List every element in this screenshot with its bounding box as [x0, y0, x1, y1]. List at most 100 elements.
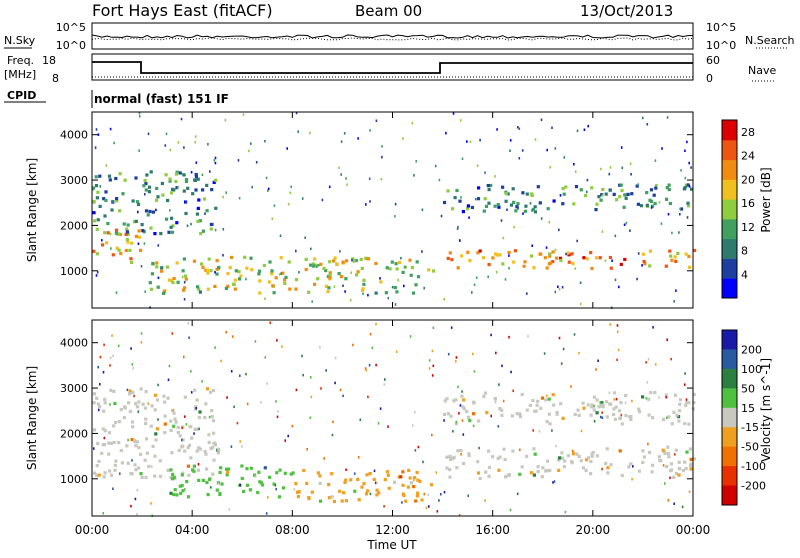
heatmap-cell [199, 232, 203, 236]
heatmap-cell [677, 460, 681, 464]
heatmap-cell [666, 338, 668, 341]
heatmap-cell [157, 418, 159, 421]
heatmap-cell [99, 185, 102, 188]
heatmap-cell [497, 468, 501, 472]
heatmap-cell [653, 391, 657, 395]
heatmap-cell [170, 216, 174, 220]
heatmap-cell [245, 266, 249, 270]
heatmap-cell [675, 413, 679, 417]
heatmap-cell [193, 178, 197, 182]
heatmap-cell [395, 350, 398, 353]
heatmap-cell [678, 231, 680, 234]
heatmap-cell [487, 275, 489, 279]
heatmap-cell [624, 401, 627, 405]
heatmap-cell [472, 401, 476, 405]
heatmap-cell [96, 441, 100, 446]
heatmap-cell [173, 417, 177, 421]
heatmap-cell [496, 203, 500, 207]
heatmap-cell [197, 287, 201, 291]
heatmap-cell [172, 492, 176, 497]
heatmap-cell [143, 179, 147, 183]
heatmap-cell [677, 409, 681, 413]
heatmap-cell [166, 396, 170, 400]
heatmap-cell [678, 207, 681, 211]
heatmap-cell [589, 251, 593, 255]
heatmap-cell [117, 232, 121, 236]
heatmap-cell [528, 403, 532, 407]
heatmap-cell [183, 449, 187, 453]
heatmap-cell [538, 252, 542, 256]
heatmap-cell [423, 492, 426, 496]
heatmap-cell [563, 459, 567, 463]
heatmap-cell [586, 178, 589, 182]
heatmap-cell [340, 275, 344, 279]
heatmap-cell [263, 466, 267, 470]
heatmap-cell [674, 471, 678, 476]
heatmap-cell [453, 196, 457, 200]
heatmap-cell [279, 234, 282, 237]
heatmap-cell [97, 459, 101, 463]
heatmap-cell [690, 187, 694, 191]
heatmap-cell [572, 202, 576, 206]
heatmap-cell [679, 213, 681, 216]
heatmap-cell [317, 264, 320, 267]
heatmap-cell [150, 272, 154, 276]
heatmap-cell [401, 270, 405, 274]
heatmap-cell [388, 267, 392, 271]
heatmap-cell [386, 473, 390, 477]
heatmap-cell [440, 214, 443, 218]
heatmap-cell [104, 190, 108, 194]
heatmap-cell [520, 465, 524, 469]
heatmap-cell [224, 286, 228, 290]
heatmap-cell [296, 495, 300, 499]
heatmap-cell [230, 255, 234, 259]
heatmap-cell [103, 231, 107, 235]
heatmap-cell [185, 423, 188, 426]
heatmap-cell [274, 484, 277, 487]
heatmap-cell [554, 290, 557, 294]
heatmap-cell [184, 178, 189, 182]
colorbar-swatch [722, 139, 737, 161]
beam-label: Beam 00 [355, 2, 422, 20]
heatmap-cell [272, 291, 276, 295]
heatmap-cell [174, 172, 178, 176]
heatmap-cell [686, 140, 688, 144]
heatmap-cell [138, 115, 141, 118]
heatmap-cell [93, 447, 95, 450]
heatmap-cell [212, 458, 216, 462]
heatmap-cell [645, 397, 648, 400]
heatmap-cell [544, 398, 548, 402]
heatmap-cell [324, 269, 328, 273]
heatmap-cell [130, 420, 135, 424]
heatmap-cell [414, 411, 416, 414]
heatmap-cell [566, 251, 570, 255]
heatmap-cell [191, 468, 195, 472]
heatmap-cell [416, 275, 421, 279]
heatmap-cell [212, 442, 214, 445]
heatmap-cell [237, 277, 242, 281]
heatmap-cell [134, 234, 138, 238]
heatmap-cell [220, 359, 222, 363]
heatmap-cell [559, 194, 562, 197]
heatmap-cell [660, 222, 663, 225]
heatmap-cell [185, 200, 187, 204]
heatmap-cell [615, 198, 619, 202]
heatmap-cell [302, 468, 306, 473]
heatmap-cell [572, 449, 574, 453]
heatmap-cell [577, 454, 581, 459]
heatmap-cell [254, 475, 257, 478]
heatmap-cell [190, 436, 194, 440]
heatmap-cell [676, 251, 680, 255]
heatmap-cell [594, 256, 599, 260]
heatmap-cell [608, 391, 611, 394]
heatmap-cell [663, 451, 667, 455]
heatmap-cell [466, 140, 468, 143]
heatmap-cell [196, 177, 200, 181]
heatmap-cell [262, 263, 266, 268]
heatmap-cell [138, 112, 141, 115]
heatmap-cell [301, 354, 303, 358]
heatmap-cell [102, 371, 105, 374]
heatmap-cell [623, 223, 626, 226]
heatmap-cell [305, 481, 309, 485]
